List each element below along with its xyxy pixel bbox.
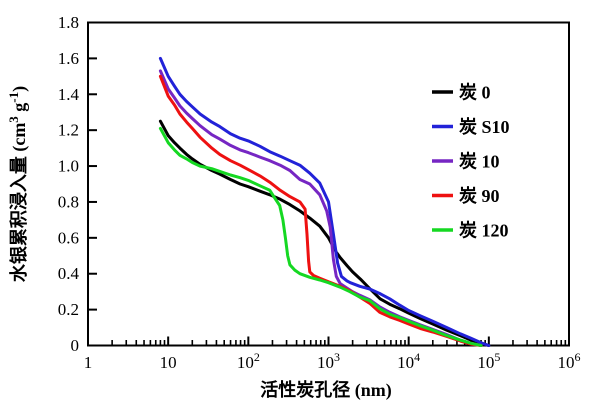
legend-label: 炭 0 [459,82,491,103]
y-axis-title: 水银累积浸入量 (cm3 g-1) [6,86,30,282]
legend-label: 炭 S10 [459,116,510,137]
x-tick-label: 10 [160,353,177,372]
y-tick-label: 1.4 [58,85,80,104]
y-tick-label: 1.2 [58,121,79,140]
x-tick-label: 102 [237,350,260,372]
curve-炭 120 [158,126,483,347]
x-axis-ticks [87,336,570,345]
legend-item-炭 0: 炭 0 [432,82,491,103]
x-tick-label: 106 [558,350,581,372]
y-tick-label: 0 [71,336,80,355]
legend-item-炭 S10: 炭 S10 [432,116,510,137]
y-tick-label: 1.8 [58,13,79,32]
legend-item-炭 120: 炭 120 [432,220,509,241]
x-tick-label: 104 [397,350,420,372]
legend-item-炭 10: 炭 10 [432,151,500,172]
x-axis-title: 活性炭孔径 (nm) [260,379,392,401]
curve-炭 0 [158,119,491,347]
y-tick-label: 0.8 [58,192,79,211]
legend-label: 炭 90 [459,185,500,206]
legend-item-炭 90: 炭 90 [432,185,500,206]
curve-炭 10 [158,69,483,347]
y-axis-ticks [89,21,97,347]
y-tick-label: 0.2 [58,300,79,319]
y-tick-label: 1.0 [58,157,79,176]
x-tick-label: 1 [84,353,93,372]
y-tick-label: 0.6 [58,228,79,247]
x-tick-label: 105 [477,350,500,372]
legend-label: 炭 120 [459,220,509,241]
plot-frame [87,21,570,347]
curve-炭 90 [158,74,483,347]
legend-label: 炭 10 [459,151,500,172]
curve-炭 S10 [158,56,491,347]
y-tick-label: 0.4 [58,264,80,283]
x-tick-label: 103 [317,350,340,372]
y-tick-label: 1.6 [58,49,79,68]
